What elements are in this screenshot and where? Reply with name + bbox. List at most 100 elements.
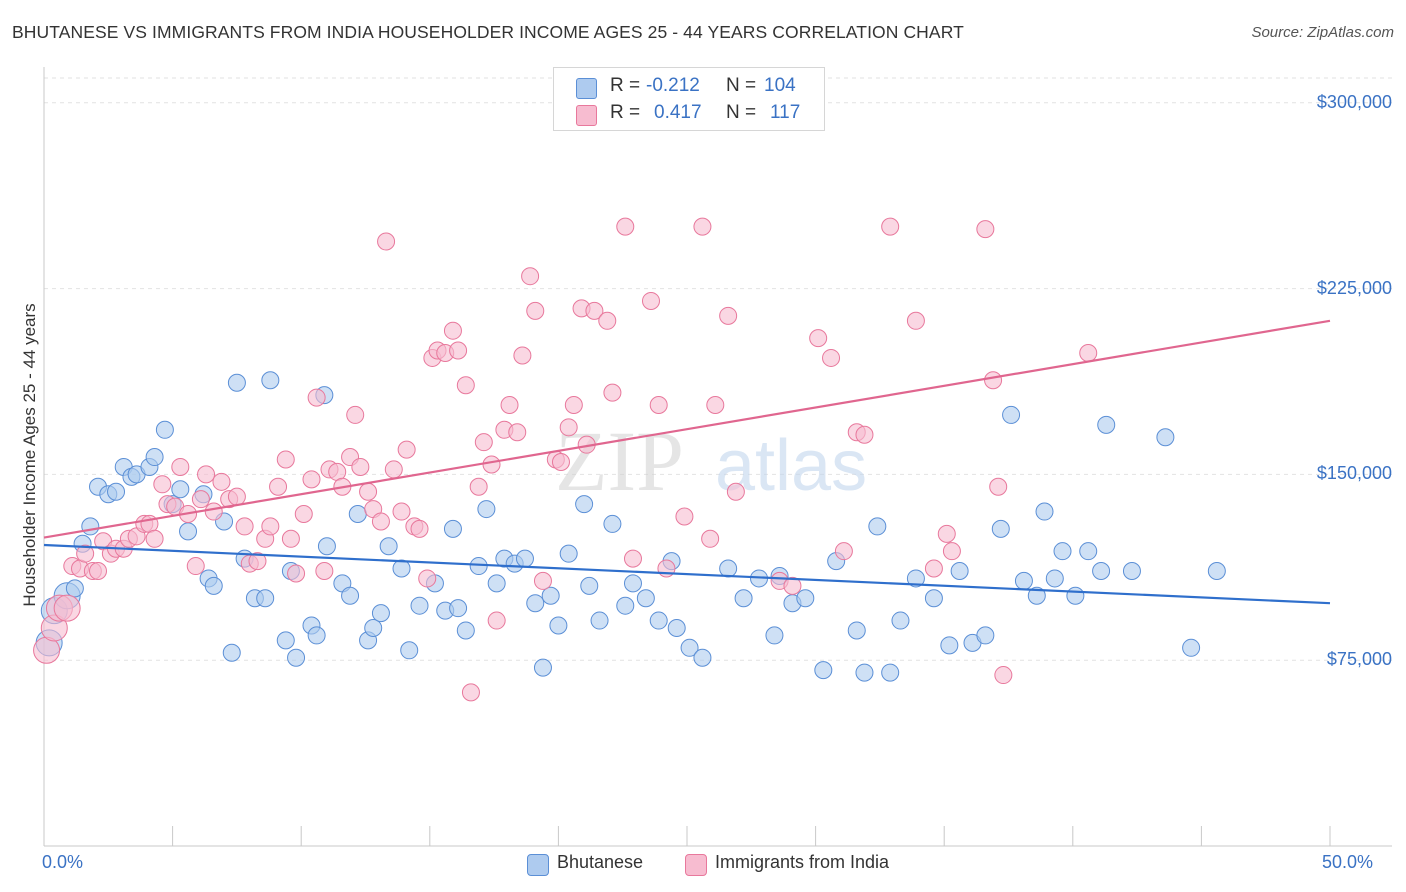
data-point xyxy=(924,589,943,608)
data-point xyxy=(276,631,295,650)
data-point xyxy=(204,502,223,521)
data-point xyxy=(937,524,956,543)
data-point xyxy=(397,440,416,459)
data-point xyxy=(726,482,745,501)
data-point xyxy=(950,562,969,581)
y-tick-label: $150,000 xyxy=(1316,463,1392,484)
data-point xyxy=(822,348,841,367)
data-point xyxy=(307,388,326,407)
x-tick-label-max: 50.0% xyxy=(1322,852,1374,872)
data-point xyxy=(641,291,660,310)
data-point xyxy=(261,371,280,390)
legend-swatch-india xyxy=(685,854,707,876)
data-point xyxy=(107,482,126,501)
data-point xyxy=(153,475,172,494)
data-point xyxy=(315,562,334,581)
data-point xyxy=(551,453,570,471)
data-point xyxy=(53,594,81,622)
y-tick-label: $300,000 xyxy=(1316,91,1392,112)
data-point xyxy=(145,448,164,467)
data-point xyxy=(906,311,925,330)
data-point xyxy=(991,519,1010,538)
data-point xyxy=(719,306,738,325)
data-point xyxy=(906,569,925,588)
stats-n-value: 117 xyxy=(770,102,801,123)
data-point xyxy=(302,470,321,489)
data-point xyxy=(197,465,216,484)
data-point xyxy=(469,557,488,576)
data-point xyxy=(693,217,712,236)
data-point xyxy=(155,420,174,439)
data-point xyxy=(559,544,578,563)
data-point xyxy=(222,643,241,662)
data-point xyxy=(1002,405,1021,424)
data-point xyxy=(636,589,655,608)
data-point xyxy=(487,611,506,630)
data-point xyxy=(881,217,900,236)
data-point xyxy=(526,301,545,320)
data-point xyxy=(418,569,437,588)
data-point xyxy=(984,371,1003,390)
data-point xyxy=(559,418,578,437)
data-point xyxy=(477,500,496,519)
stats-swatch-bhutanese xyxy=(576,78,597,99)
data-point xyxy=(508,423,527,442)
data-point xyxy=(449,341,468,360)
data-point xyxy=(616,596,635,615)
data-point xyxy=(603,514,622,533)
data-point xyxy=(1156,428,1175,447)
data-point xyxy=(186,557,205,576)
data-point xyxy=(171,480,190,499)
data-point xyxy=(1092,562,1111,581)
data-point xyxy=(1045,569,1064,588)
data-point xyxy=(976,220,995,239)
data-point xyxy=(487,574,506,593)
data-point xyxy=(76,544,95,563)
data-point xyxy=(940,636,959,655)
data-point xyxy=(533,571,552,590)
data-point xyxy=(575,495,594,514)
data-point xyxy=(281,529,300,548)
data-point xyxy=(783,576,802,595)
data-point xyxy=(814,661,833,680)
data-point xyxy=(410,519,429,538)
data-point xyxy=(649,396,668,415)
legend-swatch-bhutanese xyxy=(527,854,549,876)
data-point xyxy=(623,549,642,568)
series-bhutanese-points xyxy=(35,371,1226,682)
data-point xyxy=(456,621,475,640)
data-point xyxy=(734,589,753,608)
chart-title: BHUTANESE VS IMMIGRANTS FROM INDIA HOUSE… xyxy=(12,22,964,42)
data-point xyxy=(377,232,396,251)
data-point xyxy=(1053,542,1072,561)
data-point xyxy=(227,373,246,392)
data-point xyxy=(701,529,720,548)
data-point xyxy=(675,507,694,526)
data-point xyxy=(256,589,275,608)
data-point xyxy=(847,621,866,640)
grid-lines xyxy=(44,77,1392,661)
data-point xyxy=(924,559,943,578)
data-point xyxy=(410,596,429,615)
data-point xyxy=(521,267,540,286)
data-point xyxy=(191,490,210,509)
data-point xyxy=(1027,586,1046,605)
data-point xyxy=(994,666,1013,685)
data-point xyxy=(891,611,910,630)
data-point xyxy=(549,616,568,635)
x-tick-label-min: 0.0% xyxy=(42,852,84,872)
stats-r-value: 0.417 xyxy=(654,102,702,123)
trend-line-bhutanese xyxy=(43,543,1331,605)
data-point xyxy=(456,376,475,395)
data-point xyxy=(371,604,390,623)
data-point xyxy=(307,626,326,645)
data-point xyxy=(1207,562,1226,581)
data-point xyxy=(515,549,534,568)
data-point xyxy=(598,311,617,330)
data-point xyxy=(227,487,246,506)
data-point xyxy=(1035,502,1054,521)
data-point xyxy=(371,512,390,531)
trend-lines xyxy=(43,319,1331,605)
data-point xyxy=(603,383,622,402)
